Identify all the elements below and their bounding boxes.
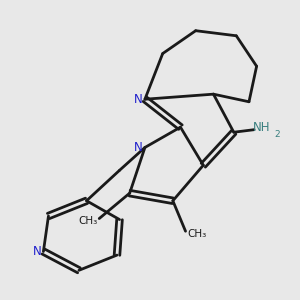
Text: CH₃: CH₃ bbox=[187, 229, 206, 239]
Text: 2: 2 bbox=[274, 130, 280, 139]
Text: CH₃: CH₃ bbox=[78, 216, 98, 226]
Text: NH: NH bbox=[253, 121, 270, 134]
Text: N: N bbox=[134, 141, 143, 154]
Text: N: N bbox=[32, 245, 41, 258]
Text: N: N bbox=[134, 93, 143, 106]
